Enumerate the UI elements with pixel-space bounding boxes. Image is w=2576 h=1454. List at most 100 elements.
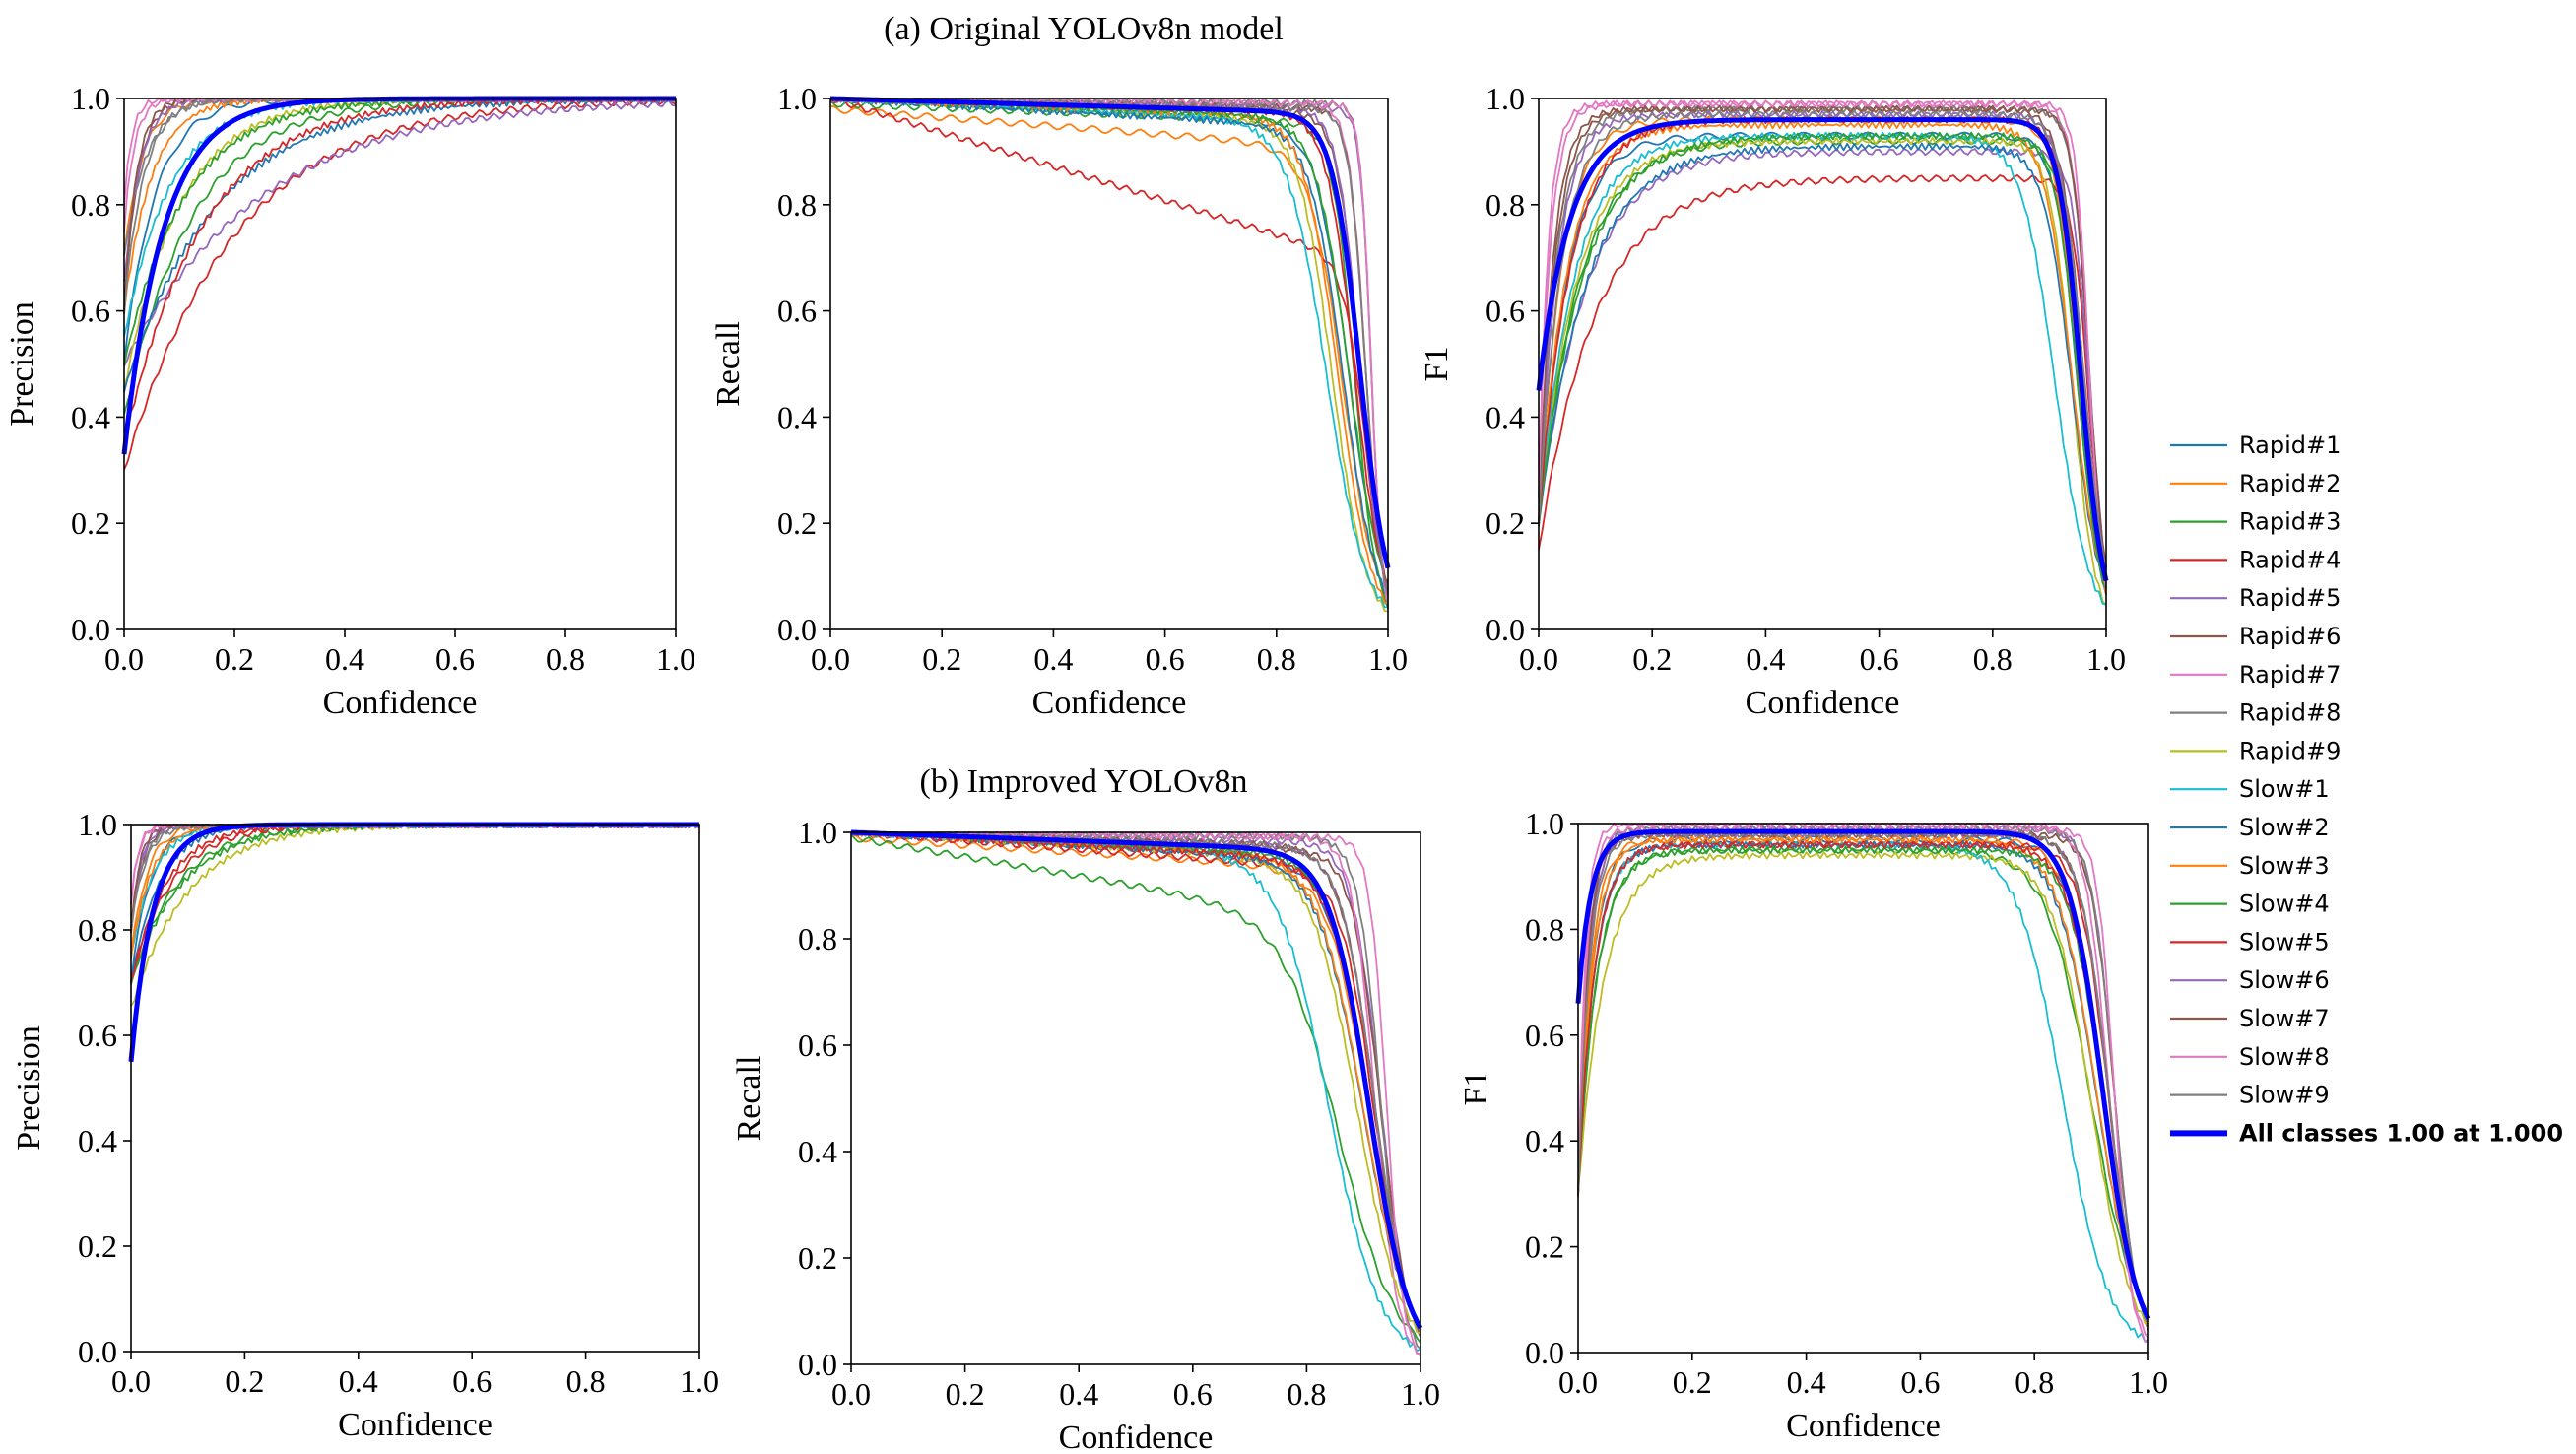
y-tick-label: 0.4 [777, 399, 817, 434]
legend-item: Rapid#1 [2170, 431, 2341, 459]
series-line-rapid-5 [1538, 147, 2107, 575]
y-tick-label: 0.6 [1525, 1018, 1564, 1053]
y-tick-label: 0.4 [798, 1134, 837, 1169]
y-tick-label: 0.4 [71, 399, 110, 434]
y-axis-label: Recall [710, 321, 747, 407]
y-axis-label: Precision [4, 301, 40, 427]
y-axis-label: Recall [731, 1056, 767, 1142]
legend-label: Slow#7 [2239, 1005, 2330, 1032]
x-tick-label: 0.0 [1558, 1364, 1598, 1400]
legend-item: Slow#8 [2170, 1043, 2330, 1071]
legend-label: Rapid#7 [2239, 661, 2341, 689]
y-tick-label: 0.8 [798, 921, 837, 957]
x-tick-label: 0.2 [1632, 641, 1672, 677]
legend-label: Rapid#1 [2239, 431, 2341, 459]
y-axis-label: F1 [1458, 1071, 1494, 1106]
series-line-rapid-2 [1577, 835, 2149, 1323]
y-tick-label: 0.4 [1525, 1123, 1564, 1158]
x-tick-label: 0.8 [1257, 641, 1296, 677]
x-tick-label: 1.0 [1401, 1376, 1440, 1412]
legend-item: Rapid#7 [2170, 661, 2341, 689]
x-tick-label: 0.2 [225, 1363, 264, 1399]
legend-item: Rapid#2 [2170, 470, 2341, 497]
y-tick-label: 0.0 [1525, 1335, 1564, 1370]
series-line-rapid-8 [130, 824, 700, 929]
x-tick-label: 0.6 [435, 641, 475, 677]
series-line-slow-8 [1577, 825, 2149, 1343]
series-line-rapid-8 [830, 98, 1389, 605]
y-tick-label: 1.0 [78, 807, 117, 842]
y-tick-label: 1.0 [71, 81, 110, 116]
y-tick-label: 0.0 [798, 1347, 837, 1382]
series-line-all-classes [850, 829, 1423, 1330]
x-tick-label: 0.4 [1746, 641, 1785, 677]
legend-label: Slow#3 [2239, 852, 2330, 880]
series-line-slow-4 [1577, 845, 2149, 1318]
legend-label: Slow#9 [2239, 1082, 2330, 1109]
series-line-slow-6 [1538, 110, 2107, 566]
y-tick-label: 0.6 [777, 294, 817, 329]
series-line-slow-1 [1538, 131, 2107, 606]
y-tick-label: 0.8 [71, 187, 110, 223]
series-line-rapid-3 [1538, 137, 2107, 575]
x-tick-label: 0.8 [2015, 1364, 2054, 1400]
panel-a-f1: 0.0 0.2 0.4 0.6 0.8 1.0 0.0 0.2 0.4 0.6 0.8 1.0 Conf… [1419, 81, 2126, 721]
y-tick-label: 0.6 [71, 294, 110, 329]
chart-panels: 0.0 0.2 0.4 0.6 0.8 1.0 0.0 0.2 0.4 0.6 0.8 1.0 Conf… [4, 81, 2168, 1454]
series-line-rapid-4 [829, 98, 1389, 590]
series-line-rapid-5 [1577, 825, 2149, 1331]
x-tick-label: 0.0 [831, 1376, 871, 1412]
series-line-slow-5 [850, 831, 1421, 1327]
legend-item: Slow#3 [2170, 852, 2330, 880]
x-tick-label: 0.6 [1860, 641, 1899, 677]
x-tick-label: 1.0 [1368, 641, 1408, 677]
x-axis-label: Confidence [1032, 685, 1187, 721]
series-lines [1575, 823, 2151, 1343]
legend-item: Slow#9 [2170, 1082, 2330, 1109]
legend-label: Slow#5 [2239, 928, 2330, 956]
y-tick-label: 0.8 [78, 912, 117, 948]
series-line-slow-2 [850, 831, 1421, 1325]
series-lines [128, 822, 700, 1063]
x-tick-label: 0.4 [1059, 1376, 1098, 1412]
y-tick-label: 0.2 [71, 505, 110, 541]
series-line-rapid-9 [1577, 851, 2149, 1326]
series-line-slow-9 [850, 831, 1421, 1332]
legend-item: Slow#5 [2170, 928, 2330, 956]
row-b-title: (b) Improved YOLOv8n [920, 763, 1248, 800]
series-line-slow-6 [850, 831, 1421, 1330]
x-tick-label: 0.2 [946, 1376, 985, 1412]
axes-frame [1538, 98, 2107, 630]
series-line-rapid-6 [130, 824, 700, 934]
series-line-slow-9 [1577, 829, 2149, 1323]
legend-label: Rapid#4 [2239, 546, 2341, 573]
axes-frame [1577, 823, 2149, 1354]
series-line-slow-1 [829, 98, 1389, 609]
axes-frame [850, 831, 1421, 1365]
series-line-rapid-2 [829, 105, 1389, 602]
legend-item: Rapid#4 [2170, 546, 2341, 573]
x-tick-label: 0.6 [452, 1363, 492, 1399]
series-line-slow-3 [850, 831, 1421, 1324]
legend-label: Rapid#9 [2239, 737, 2341, 764]
legend-label: Rapid#8 [2239, 699, 2341, 727]
x-tick-label: 0.8 [1287, 1376, 1326, 1412]
series-line-rapid-8 [123, 98, 677, 256]
series-line-rapid-7 [1577, 823, 2149, 1339]
series-line-rapid-5 [130, 824, 700, 933]
legend-label: Rapid#3 [2239, 508, 2341, 536]
series-line-rapid-8 [1538, 104, 2107, 568]
y-tick-label: 0.8 [1486, 187, 1525, 223]
axes-frame [829, 98, 1389, 630]
series-line-slow-7 [1538, 104, 2107, 566]
series-line-rapid-1 [1538, 131, 2107, 596]
legend-label: Rapid#6 [2239, 623, 2341, 650]
y-tick-label: 0.6 [1486, 294, 1525, 329]
legend-item: Slow#1 [2170, 775, 2330, 803]
x-tick-label: 1.0 [680, 1363, 719, 1399]
legend-item: Rapid#3 [2170, 508, 2341, 536]
axes-frame [130, 824, 700, 1353]
panel-a-recall: 0.0 0.2 0.4 0.6 0.8 1.0 0.0 0.2 0.4 0.6 0.8 1.0 Conf… [710, 81, 1408, 721]
legend-item: Slow#4 [2170, 891, 2330, 918]
